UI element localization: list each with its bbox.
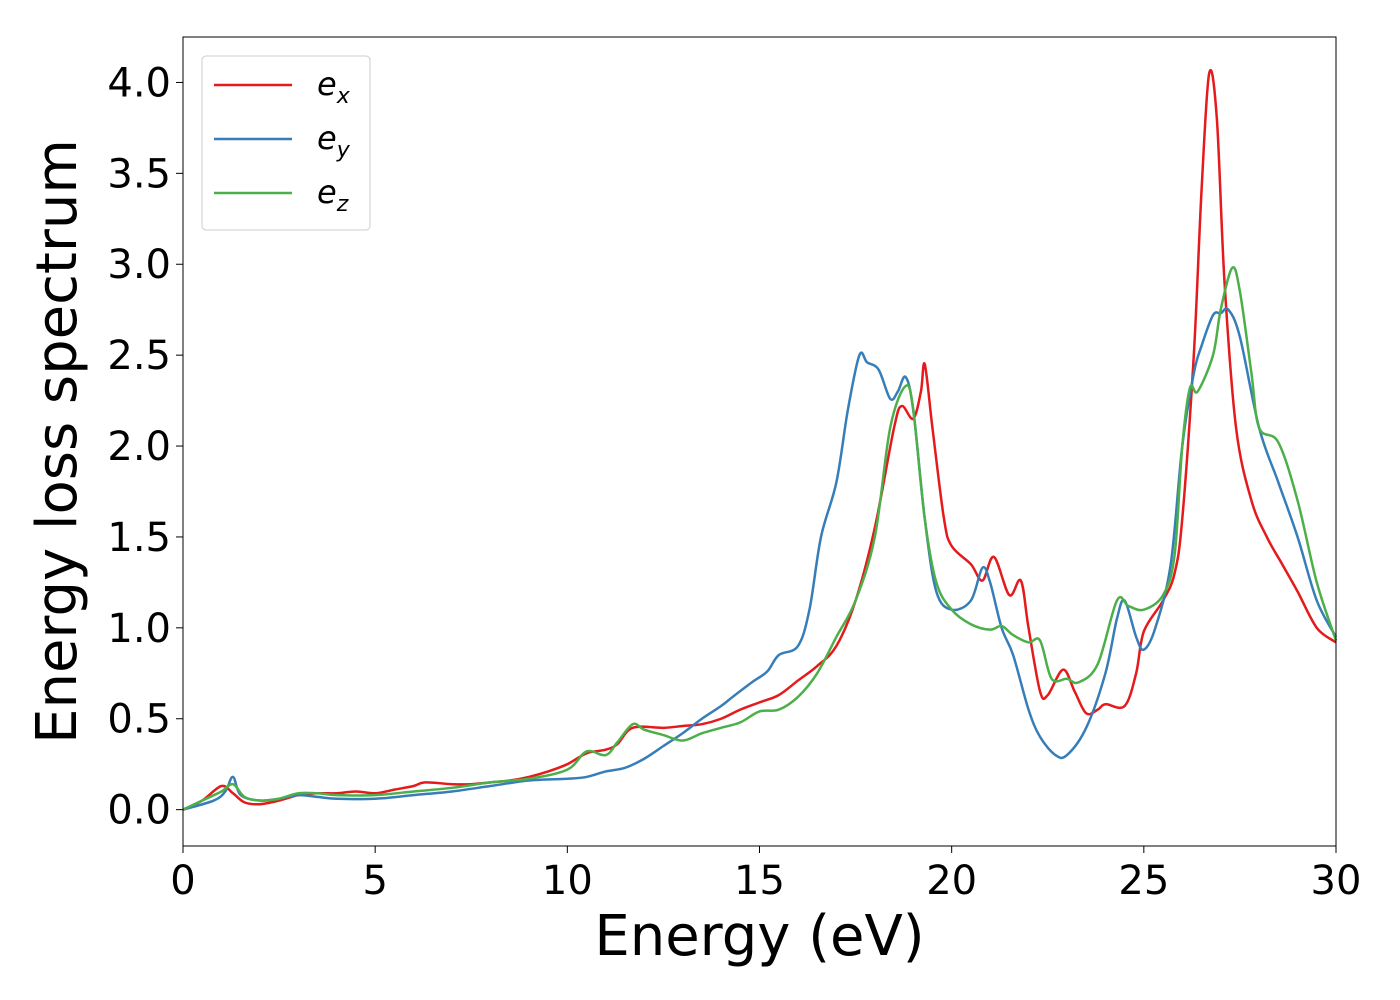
y-tick-label: 3.5 xyxy=(107,151,171,197)
x-tick-label: 25 xyxy=(1118,858,1169,904)
y-tick-label: 1.0 xyxy=(107,606,171,652)
y-tick-label: 2.0 xyxy=(107,424,171,470)
x-tick-label: 0 xyxy=(170,858,195,904)
y-tick-label: 4.0 xyxy=(107,60,171,106)
x-tick-label: 30 xyxy=(1311,858,1362,904)
x-tick-label: 15 xyxy=(734,858,785,904)
legend-subscript: y xyxy=(336,138,351,163)
series-line-ex xyxy=(182,68,1337,811)
y-tick-label: 1.5 xyxy=(107,515,171,561)
legend-subscript: z xyxy=(336,192,349,217)
y-tick-label: 2.5 xyxy=(107,333,171,379)
y-tick-label: 0.5 xyxy=(107,697,171,743)
x-tick-label: 20 xyxy=(926,858,977,904)
x-axis: 0 5 10 15 20 25 30 xyxy=(170,846,1361,904)
legend-subscript: x xyxy=(336,84,351,109)
x-axis-title: Energy (eV) xyxy=(594,904,924,969)
x-tick-label: 10 xyxy=(542,858,593,904)
y-axis: 0.0 0.5 1.0 1.5 2.0 2.5 3.0 3.5 4.0 xyxy=(107,60,183,834)
x-tick-label: 5 xyxy=(362,858,387,904)
legend-box xyxy=(201,55,371,231)
y-axis-title: Energy loss spectrum xyxy=(25,139,90,744)
plot-lines xyxy=(182,68,1338,811)
series-line-ez xyxy=(182,266,1338,811)
y-tick-label: 3.0 xyxy=(107,242,171,288)
y-tick-label: 0.0 xyxy=(107,788,171,834)
series-line-ey xyxy=(182,307,1338,811)
